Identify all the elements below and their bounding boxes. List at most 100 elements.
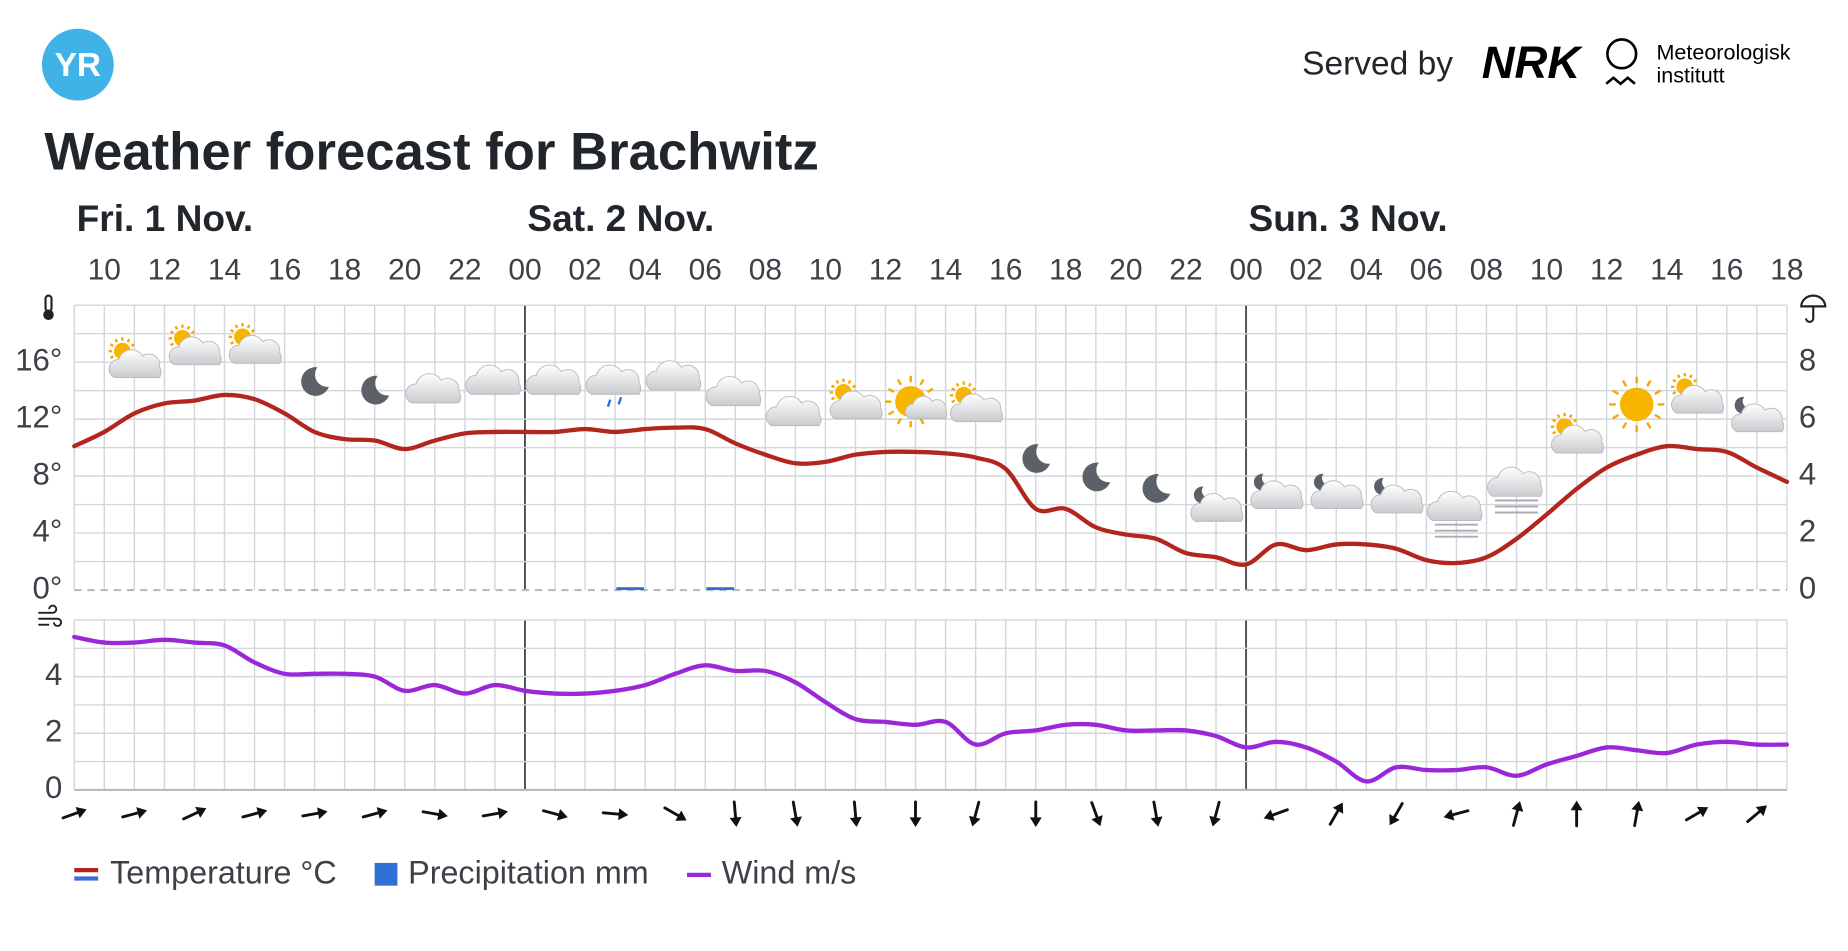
- weather-symbol: [705, 375, 762, 407]
- wind-arrow: [968, 800, 981, 827]
- x-tick-label: 04: [629, 254, 662, 287]
- wind-arrow: [1684, 806, 1709, 822]
- weather-symbol: [1022, 444, 1051, 473]
- weather-symbol: [585, 364, 642, 408]
- x-tick-label: 02: [568, 254, 601, 287]
- arrow-head: [849, 816, 862, 827]
- arrow-head: [195, 806, 207, 818]
- sun-ray: [1672, 378, 1677, 383]
- x-tick-label: 10: [88, 254, 121, 287]
- sun-ray: [835, 379, 840, 384]
- weather-symbol: [525, 364, 582, 395]
- arrow-head: [75, 806, 87, 819]
- y-tick-label: 12°: [15, 399, 62, 434]
- sun-ray: [229, 328, 235, 333]
- wind-arrow: [121, 807, 148, 819]
- sun-ray: [1646, 379, 1652, 387]
- sun-ray: [896, 417, 903, 425]
- x-tick-label: 20: [388, 254, 421, 287]
- weather-symbol: [1142, 474, 1171, 503]
- cloud: [405, 373, 461, 404]
- arrow-head: [1631, 800, 1644, 812]
- sun-ray: [109, 343, 114, 347]
- weather-symbol: [1370, 478, 1424, 514]
- cloud: [1426, 490, 1483, 521]
- legend-label: Precipitation mm: [408, 854, 649, 890]
- sun-ray: [234, 324, 239, 329]
- wind-arrow: [1746, 805, 1767, 823]
- cloud: [829, 390, 883, 420]
- arrow-head: [1443, 808, 1455, 821]
- weather-symbol: [1310, 473, 1364, 510]
- sun-ray: [109, 355, 114, 360]
- sun-ray: [887, 410, 895, 416]
- nrk-logo[interactable]: NRK: [1482, 37, 1584, 88]
- sun-ray: [1612, 413, 1620, 420]
- cloud: [949, 393, 1003, 423]
- legend-swatch: [374, 862, 398, 886]
- weather-symbol: [829, 378, 883, 420]
- chart-title: Weather forecast for Brachwitz: [44, 122, 818, 181]
- x-tick-label: 10: [809, 254, 842, 287]
- yr-logo[interactable]: YR: [41, 28, 114, 101]
- x-tick-label: 10: [1530, 254, 1563, 287]
- sun-ray: [887, 387, 895, 393]
- sun-ray: [851, 384, 857, 389]
- arrow-head: [497, 807, 508, 820]
- wind-icon: [38, 604, 63, 627]
- cloud: [1310, 480, 1364, 510]
- cloud: [108, 349, 162, 378]
- cloud: [585, 364, 642, 395]
- weather-symbol: [361, 375, 390, 405]
- weather-symbol: [1190, 486, 1244, 522]
- x-tick-label: 06: [689, 254, 722, 287]
- x-tick-label: 08: [1470, 254, 1503, 287]
- sun-ray: [1654, 389, 1662, 395]
- sun-ray: [1621, 379, 1628, 387]
- sun-ray: [130, 343, 135, 347]
- arrow-head: [1209, 815, 1221, 827]
- sun-ray: [830, 396, 835, 401]
- rain-drop: [606, 399, 612, 408]
- precipitation-bar: [706, 587, 735, 591]
- weather-symbol: [885, 375, 948, 428]
- wind-arrow: [1029, 800, 1042, 828]
- wind-arrow: [241, 807, 268, 819]
- x-tick-label: 02: [1290, 254, 1323, 287]
- sun-ray: [246, 324, 251, 329]
- series-line: [72, 392, 1790, 567]
- y-tick-label: 4°: [33, 513, 63, 548]
- x-tick-label: 08: [749, 254, 782, 287]
- precipitation-bar: [616, 587, 644, 591]
- sun-ray: [830, 384, 835, 389]
- arrow-head: [729, 816, 742, 827]
- served-by: Served by: [1302, 46, 1453, 83]
- cloud: [1671, 384, 1724, 414]
- wind-arrow: [361, 807, 388, 819]
- series-line: [72, 634, 1790, 784]
- day-label: Sat. 2 Nov.: [527, 197, 714, 239]
- weather-symbol: [228, 323, 282, 364]
- wind-arrow: [1090, 801, 1103, 827]
- yr-logo-circle: [41, 28, 114, 101]
- arrow-head: [1511, 801, 1524, 812]
- wind-arrow: [663, 806, 687, 821]
- x-tick-label: 04: [1350, 254, 1383, 287]
- sun-ray: [1552, 418, 1557, 423]
- x-tick-label: 12: [1590, 254, 1623, 287]
- x-tick-label: 14: [208, 254, 241, 287]
- arrow-head: [675, 810, 687, 821]
- wind-arrow: [729, 800, 742, 827]
- weather-symbol: [1671, 372, 1724, 414]
- cloud: [1731, 403, 1785, 433]
- sun-ray: [1676, 374, 1681, 379]
- wind-arrow: [1263, 808, 1289, 821]
- sun-ray: [1552, 430, 1557, 435]
- wind-arrow: [61, 806, 87, 820]
- x-tick-label: 12: [869, 254, 902, 287]
- wind-arrow: [790, 800, 802, 827]
- wind-arrow: [1328, 802, 1344, 826]
- arrow-head: [618, 808, 629, 821]
- sun-ray: [1573, 418, 1578, 423]
- day-label: Fri. 1 Nov.: [77, 197, 254, 239]
